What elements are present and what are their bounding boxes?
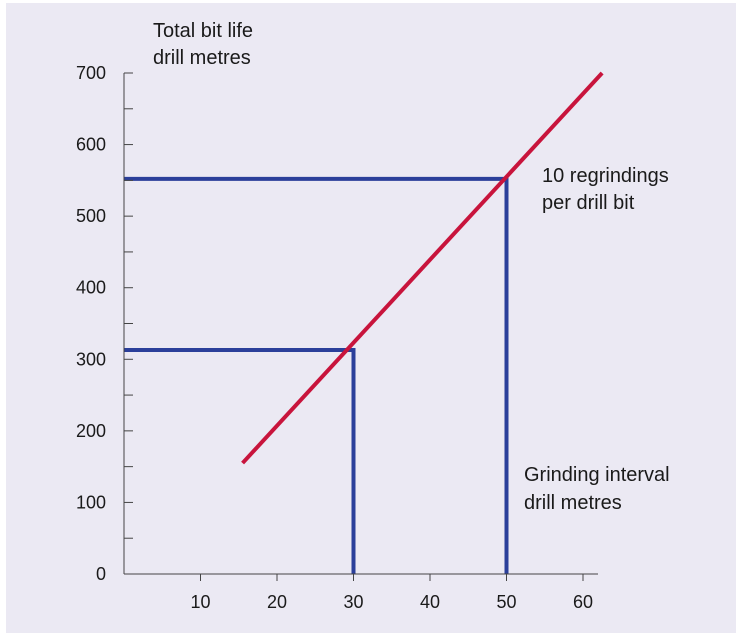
- x-tick-label: 60: [573, 592, 593, 612]
- y-axis-label-line-1: Total bit life: [153, 20, 253, 42]
- x-axis-label-line-1: Grinding interval: [524, 464, 670, 486]
- x-axis-label-line-2: drill metres: [524, 492, 622, 514]
- y-tick-label: 0: [96, 564, 106, 584]
- x-tick-label: 40: [420, 592, 440, 612]
- y-axis-label-line-2: drill metres: [153, 47, 251, 69]
- series-line: [241, 71, 604, 465]
- y-tick-label: 100: [76, 492, 106, 512]
- x-tick-label: 10: [190, 592, 210, 612]
- chart-background: [6, 3, 736, 633]
- annotation-line-2: per drill bit: [542, 192, 635, 214]
- y-tick-label: 600: [76, 135, 106, 155]
- reference-lines-group: [124, 176, 509, 574]
- y-tick-label: 200: [76, 421, 106, 441]
- y-tick-label: 400: [76, 278, 106, 298]
- x-tick-label: 20: [267, 592, 287, 612]
- annotation-line-1: 10 regrindings: [542, 165, 669, 187]
- series-group: [241, 71, 604, 465]
- x-tick-label: 30: [343, 592, 363, 612]
- x-tick-label: 50: [496, 592, 516, 612]
- y-tick-label: 300: [76, 349, 106, 369]
- y-tick-label: 700: [76, 63, 106, 83]
- y-tick-label: 500: [76, 206, 106, 226]
- ticks-group: 0 100 200 300 400 500 600 700 10 20 30 40 50 60: [76, 63, 593, 612]
